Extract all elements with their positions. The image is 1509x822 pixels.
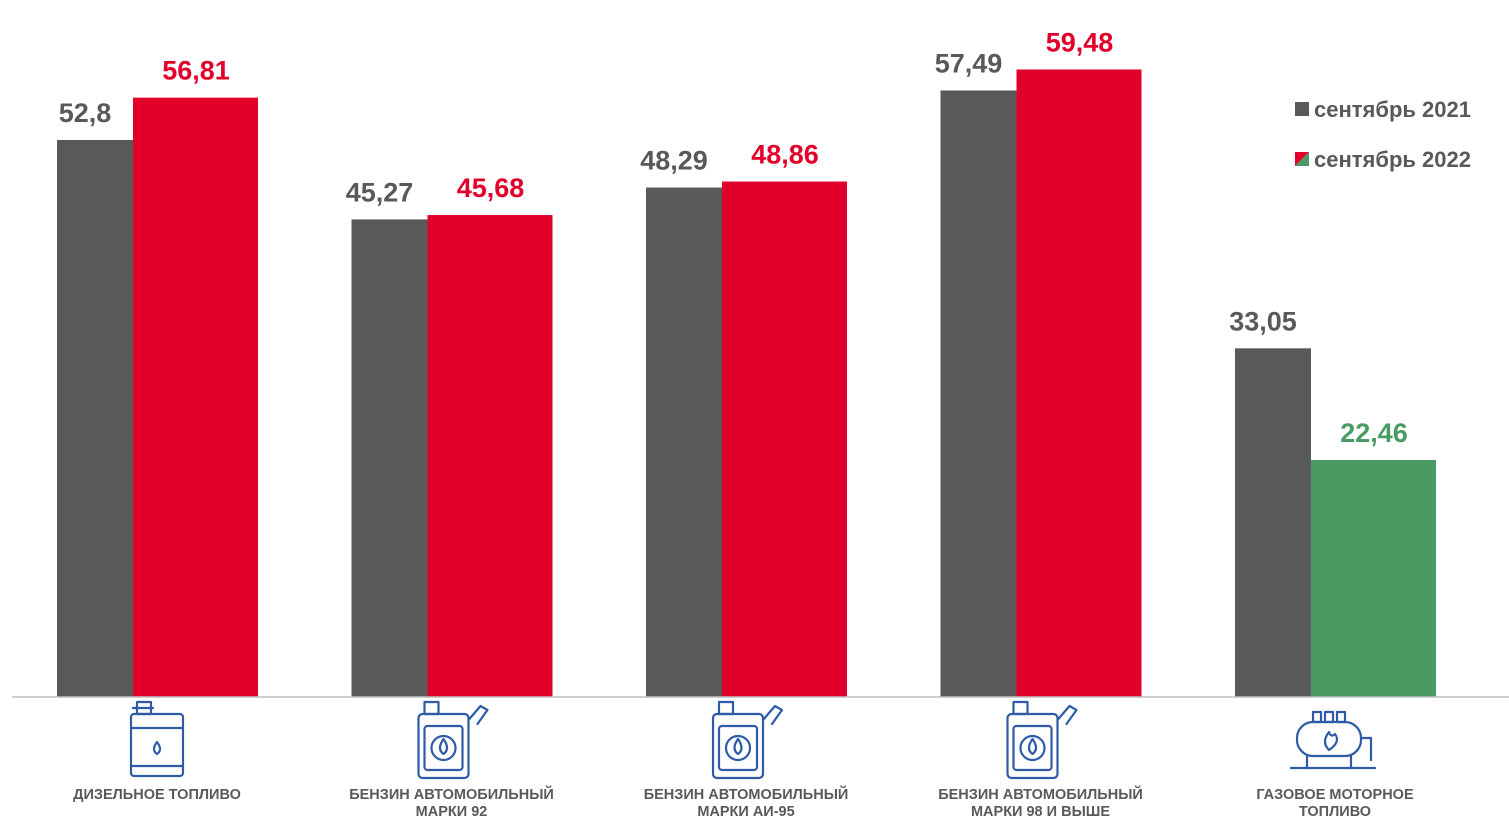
- bar-2021-3: [646, 187, 722, 697]
- bar-2022-2: [427, 215, 553, 698]
- category-label-4-line-1: БЕНЗИН АВТОМОБИЛЬНЫЙ: [938, 785, 1143, 803]
- value-label-2021-3: 48,29: [640, 146, 708, 176]
- bar-2021-2: [351, 219, 428, 698]
- bar-2021-5: [1235, 348, 1311, 697]
- value-label-2021-4: 57,49: [935, 48, 1003, 78]
- value-label-2022-2: 45,68: [457, 173, 525, 203]
- category-labels-layer: ДИЗЕЛЬНОЕ ТОПЛИВО БЕНЗИН АВТОМОБИЛЬНЫЙМАР…: [73, 785, 1414, 820]
- legend-swatch-2022: [1295, 152, 1309, 166]
- legend: сентябрь 2021 сентябрь 2022: [1295, 97, 1471, 172]
- bar-2021-1: [57, 139, 133, 697]
- value-label-2021-1: 52,8: [59, 98, 112, 128]
- value-label-2022-3: 48,86: [751, 140, 819, 170]
- category-label-5-line-2: ТОПЛИВО: [1299, 804, 1371, 820]
- bars-layer: [57, 69, 1436, 698]
- category-label-2-line-1: БЕНЗИН АВТОМОБИЛЬНЫЙ: [349, 785, 554, 803]
- legend-item-2021: сентябрь 2021: [1295, 97, 1471, 122]
- legend-swatch-2021: [1295, 102, 1309, 116]
- value-label-2022-4: 59,48: [1046, 27, 1114, 57]
- value-label-2022-1: 56,81: [162, 56, 230, 86]
- gas-tank-icon-5: [1289, 710, 1377, 770]
- bar-2022-1: [133, 97, 258, 698]
- bar-2021-4: [940, 90, 1017, 698]
- category-label-4-line-2: МАРКИ 98 И ВЫШЕ: [971, 804, 1110, 820]
- bar-2022-3: [722, 181, 847, 698]
- jerrycan-icon-2: [417, 700, 489, 780]
- bar-2022-4: [1016, 69, 1142, 697]
- value-label-2021-2: 45,27: [346, 177, 414, 207]
- jerrycan-icon-3: [711, 700, 784, 780]
- category-label-3-line-2: МАРКИ АИ-95: [697, 804, 794, 820]
- category-label-2-line-2: МАРКИ 92: [416, 804, 488, 820]
- category-label-1-line-1: ДИЗЕЛЬНОЕ ТОПЛИВО: [73, 787, 241, 803]
- value-label-2021-5: 33,05: [1229, 306, 1297, 336]
- legend-label-2022: сентябрь 2022: [1314, 147, 1471, 172]
- canister-icon-1: [129, 700, 185, 778]
- category-label-3-line-1: БЕНЗИН АВТОМОБИЛЬНЫЙ: [644, 785, 849, 803]
- value-label-2022-5: 22,46: [1340, 418, 1408, 448]
- legend-item-2022: сентябрь 2022: [1295, 147, 1471, 172]
- category-label-5-line-1: ГАЗОВОЕ МОТОРНОЕ: [1256, 787, 1414, 803]
- bar-2022-5: [1311, 460, 1436, 697]
- jerrycan-icon-4: [1006, 700, 1078, 780]
- legend-label-2021: сентябрь 2021: [1314, 97, 1471, 122]
- value-labels-layer: 52,8 56,81 45,27 45,68 48,29 48,86 57,49 59,48 3…: [59, 27, 1408, 448]
- category-icons-layer: [129, 700, 1377, 780]
